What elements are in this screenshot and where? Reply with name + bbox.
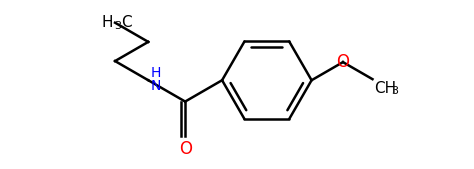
Text: 3: 3 (114, 21, 121, 31)
Text: 3: 3 (391, 86, 398, 96)
Text: O: O (179, 140, 191, 158)
Text: H: H (101, 15, 113, 30)
Text: C: C (121, 15, 132, 30)
Text: CH: CH (374, 81, 397, 96)
Text: O: O (337, 53, 349, 71)
Text: H
N: H N (151, 66, 161, 93)
